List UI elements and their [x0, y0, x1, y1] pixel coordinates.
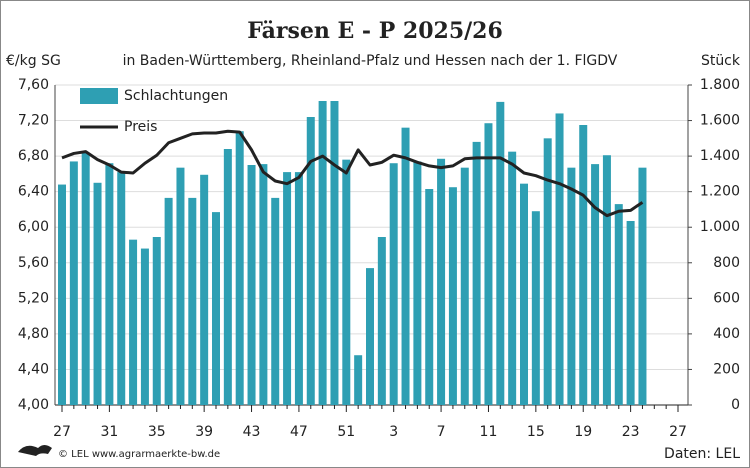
x-tick-label: 43	[243, 424, 261, 440]
y2-tick-label: 600	[713, 290, 740, 306]
bar	[531, 211, 540, 405]
y2-tick-label: 1.200	[700, 184, 740, 200]
bar	[176, 167, 185, 405]
legend-label: Schlachtungen	[124, 88, 228, 104]
bar	[81, 152, 90, 405]
y-tick-label: 7,20	[18, 113, 49, 129]
footer-source: © LEL www.agrarmaerkte-bw.de	[58, 449, 220, 460]
x-tick-label: 23	[622, 424, 640, 440]
legend-swatch	[80, 88, 118, 104]
bar	[413, 161, 422, 405]
bar	[283, 172, 292, 405]
y-tick-label: 4,00	[18, 397, 49, 413]
y-tick-label: 6,40	[18, 184, 49, 200]
bar	[294, 172, 303, 405]
y2-tick-label: 1.600	[700, 113, 740, 129]
footer-data: Daten: LEL	[664, 446, 740, 462]
bar	[366, 268, 374, 405]
logo	[18, 445, 52, 456]
bar	[152, 237, 161, 405]
bar	[425, 189, 434, 405]
y-tick-label: 6,80	[18, 148, 49, 164]
y2-axis-label: Stück	[701, 53, 741, 69]
x-tick-label: 47	[290, 424, 308, 440]
y2-tick-label: 1.800	[700, 77, 740, 93]
y2-tick-label: 400	[713, 326, 740, 342]
bar	[354, 355, 363, 405]
bar	[591, 164, 600, 405]
bar	[579, 125, 588, 405]
bar	[200, 174, 209, 405]
y-tick-label: 5,60	[18, 255, 49, 271]
y-tick-label: 5,20	[18, 290, 49, 306]
y2-tick-label: 200	[713, 361, 740, 377]
bar	[437, 158, 446, 405]
bar	[401, 127, 410, 406]
bar	[330, 101, 339, 405]
bar	[508, 151, 517, 405]
y2-tick-label: 1.400	[700, 148, 740, 164]
subtitle: in Baden-Württemberg, Rheinland-Pfalz un…	[123, 53, 618, 69]
bar	[638, 167, 647, 405]
x-tick-label: 15	[527, 424, 545, 440]
bar	[626, 221, 635, 405]
bar	[614, 204, 623, 405]
price-line	[61, 129, 644, 218]
bar	[448, 187, 457, 405]
chart-title: Färsen E - P 2025/26	[247, 18, 503, 44]
y-tick-label: 7,60	[18, 77, 49, 93]
bar	[460, 167, 469, 405]
bar	[389, 163, 398, 405]
y2-tick-label: 0	[731, 397, 740, 413]
bar	[567, 167, 576, 405]
bar	[318, 101, 327, 405]
bar	[602, 155, 611, 405]
bar	[223, 149, 232, 405]
bar	[69, 161, 78, 405]
x-tick-label: 39	[195, 424, 213, 440]
x-tick-label: 31	[100, 424, 118, 440]
bar	[140, 248, 149, 405]
bar	[212, 212, 220, 405]
bar	[117, 172, 126, 405]
bar	[271, 197, 280, 405]
bar	[520, 183, 528, 405]
bar	[342, 159, 351, 405]
y-tick-label: 4,80	[18, 326, 49, 342]
y-tick-label: 4,40	[18, 361, 49, 377]
x-tick-label: 27	[669, 424, 687, 440]
y2-tick-label: 800	[713, 255, 740, 271]
x-tick-label: 19	[574, 424, 592, 440]
bar	[472, 141, 481, 405]
bar	[58, 184, 66, 405]
x-tick-label: 11	[480, 424, 498, 440]
bar	[484, 123, 493, 405]
bar	[93, 182, 102, 405]
y2-tick-label: 1.000	[700, 219, 740, 235]
bar	[129, 239, 138, 405]
x-tick-label: 51	[337, 424, 355, 440]
y-tick-label: 6,00	[18, 219, 49, 235]
bar	[259, 164, 268, 405]
bar	[543, 138, 552, 406]
bar	[247, 165, 256, 405]
bar	[188, 197, 197, 405]
x-tick-label: 7	[437, 424, 446, 440]
bar	[496, 101, 505, 405]
bar	[105, 163, 114, 405]
legend-label: Preis	[124, 119, 157, 135]
bar	[306, 117, 315, 405]
y-axis-label: €/kg SG	[6, 53, 61, 69]
x-tick-label: 35	[148, 424, 166, 440]
bar	[164, 197, 173, 405]
bar	[235, 131, 244, 405]
x-tick-label: 27	[53, 424, 71, 440]
bar	[377, 237, 386, 405]
x-tick-label: 3	[389, 424, 398, 440]
bar	[555, 113, 564, 405]
